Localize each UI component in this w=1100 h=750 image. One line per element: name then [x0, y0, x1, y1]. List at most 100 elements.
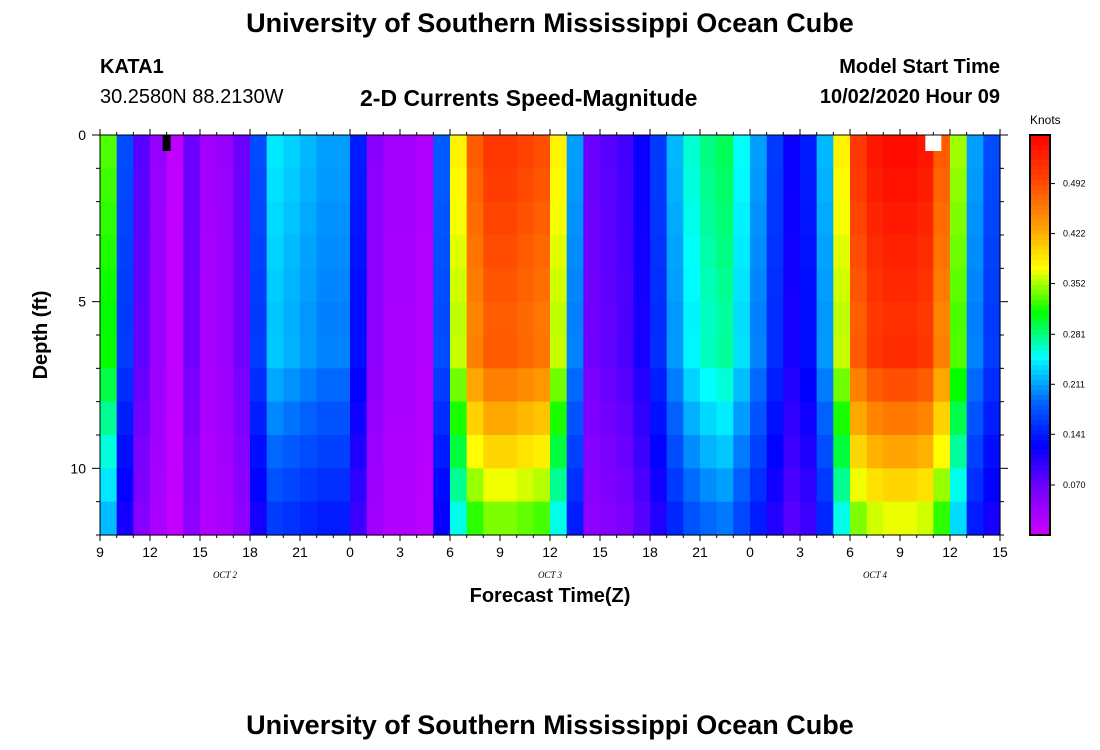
heatmap-cell — [683, 368, 701, 403]
heatmap-cell — [433, 135, 451, 169]
heatmap-cell — [116, 401, 134, 436]
heatmap-cell — [450, 401, 468, 436]
heatmap-cell — [100, 201, 118, 236]
colorbar-segment — [1030, 230, 1050, 236]
heatmap-cell — [283, 168, 301, 203]
heatmap-cell — [250, 401, 268, 436]
heatmap-cell — [950, 168, 968, 203]
heatmap-cell — [450, 268, 468, 303]
heatmap-cell — [433, 235, 451, 269]
heatmap-cell — [483, 368, 501, 403]
heatmap-cell — [716, 368, 734, 403]
heatmap-cell — [783, 235, 801, 269]
heatmap-cell — [400, 435, 418, 469]
heatmap-cell — [333, 501, 351, 536]
x-tick-label: 6 — [446, 544, 454, 560]
heatmap-cell — [100, 168, 118, 203]
heatmap-cell — [266, 135, 284, 169]
heatmap-cell — [450, 335, 468, 369]
heatmap-cell — [950, 401, 968, 436]
heatmap-cell — [283, 268, 301, 303]
heatmap-cell — [883, 135, 901, 169]
heatmap-cell — [600, 401, 618, 436]
heatmap-cell — [800, 135, 818, 169]
heatmap-cell — [466, 168, 484, 203]
colorbar-segment — [1030, 150, 1050, 156]
heatmap-cell — [966, 401, 984, 436]
heatmap-cell — [233, 268, 251, 303]
heatmap-cell — [266, 401, 284, 436]
heatmap-cell — [233, 201, 251, 236]
heatmap-cell — [950, 368, 968, 403]
colorbar-segment — [1030, 325, 1050, 331]
heatmap-cell — [650, 435, 668, 469]
heatmap-cell — [316, 135, 334, 169]
heatmap-cell — [800, 401, 818, 436]
date-label: OCT 4 — [863, 570, 888, 580]
heatmap-cell — [816, 235, 834, 269]
heatmap-cell — [550, 201, 568, 236]
heatmap-cell — [683, 435, 701, 469]
heatmap-cell — [416, 201, 434, 236]
colorbar-segment — [1030, 370, 1050, 376]
heatmap-cell — [450, 468, 468, 503]
heatmap-cell — [383, 168, 401, 203]
heatmap-cell — [433, 435, 451, 469]
heatmap-cell — [300, 401, 318, 436]
colorbar-segment — [1030, 190, 1050, 196]
heatmap-cell — [966, 235, 984, 269]
date-label: OCT 3 — [538, 570, 563, 580]
colorbar-segment — [1030, 310, 1050, 316]
heatmap-cell — [716, 201, 734, 236]
heatmap-cell — [850, 435, 868, 469]
colorbar-segment — [1030, 430, 1050, 436]
heatmap-cell — [450, 368, 468, 403]
heatmap-cell — [933, 401, 951, 436]
colorbar-tick-label: 0.352 — [1063, 279, 1086, 289]
heatmap-cell — [816, 268, 834, 303]
heatmap-cell — [633, 201, 651, 236]
x-tick-label: 12 — [542, 544, 558, 560]
heatmap-cell — [250, 268, 268, 303]
heatmap-cell — [616, 468, 634, 503]
heatmap-cell — [683, 501, 701, 536]
heatmap-cell — [650, 235, 668, 269]
heatmap-cell — [833, 135, 851, 169]
heatmap-cell — [183, 268, 201, 303]
heatmap-cell — [633, 501, 651, 536]
heatmap-cell — [616, 235, 634, 269]
heatmap-cell — [416, 135, 434, 169]
heatmap-cell — [400, 135, 418, 169]
heatmap-cell — [833, 201, 851, 236]
heatmap-cell — [650, 401, 668, 436]
heatmap-cell — [150, 468, 168, 503]
x-tick-label: 9 — [496, 544, 504, 560]
heatmap-cell — [666, 435, 684, 469]
heatmap-cell — [866, 301, 884, 336]
heatmap-cell — [583, 401, 601, 436]
heatmap-cell — [433, 201, 451, 236]
heatmap-cell — [633, 135, 651, 169]
heatmap-cell — [866, 201, 884, 236]
heatmap-cell — [183, 435, 201, 469]
heatmap-cell — [616, 301, 634, 336]
heatmap-cell — [766, 201, 784, 236]
heatmap-cell — [933, 368, 951, 403]
heatmap-cell — [650, 201, 668, 236]
heatmap-cell — [366, 168, 384, 203]
heatmap-cell — [700, 168, 718, 203]
heatmap-cell — [383, 201, 401, 236]
heatmap-cell — [716, 501, 734, 536]
heatmap-cell — [316, 168, 334, 203]
heatmap-cell — [316, 301, 334, 336]
heatmap-cell — [616, 435, 634, 469]
heatmap-cell — [983, 468, 1001, 503]
x-tick-label: 0 — [746, 544, 754, 560]
colorbar-segment — [1030, 295, 1050, 301]
white-marker — [925, 135, 942, 151]
heatmap-cell — [400, 401, 418, 436]
heatmap-cell — [700, 401, 718, 436]
heatmap-cell — [200, 268, 218, 303]
heatmap-cell — [966, 368, 984, 403]
colorbar-segment — [1030, 420, 1050, 426]
